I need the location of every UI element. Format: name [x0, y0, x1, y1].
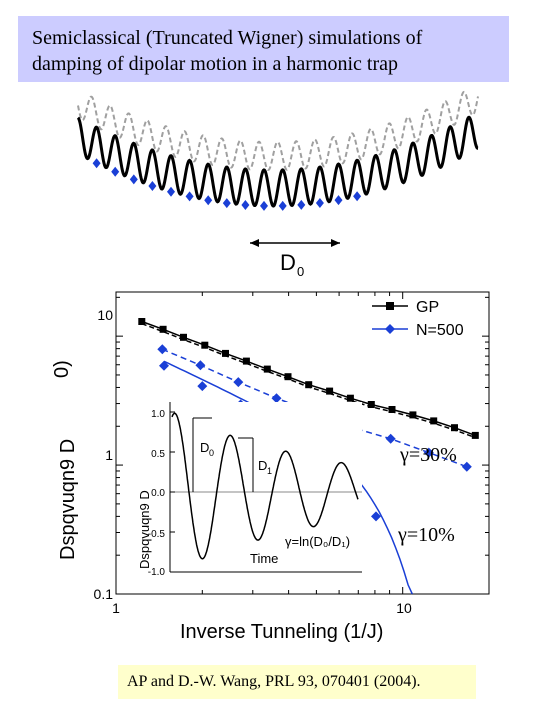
inset-x-label: Time	[250, 551, 278, 566]
minimum-marker	[241, 200, 250, 210]
series-gp-point	[430, 417, 438, 425]
x-axis-label: Inverse Tunneling (1/J)	[180, 621, 383, 643]
gp-oscillation-dashed	[77, 90, 479, 171]
title-line-2: damping of dipolar motion in a harmonic …	[32, 53, 399, 75]
series-gp-point	[222, 349, 229, 357]
series-low-point	[197, 381, 208, 392]
quantum-oscillation-solid	[76, 115, 479, 208]
inset-y-tick-1: 1.0	[151, 409, 165, 420]
x-tick-1: 1	[112, 600, 120, 616]
title-line-1: Semiclassical (Truncated Wigner) simulat…	[32, 27, 423, 49]
series-n500-point	[157, 344, 168, 355]
minimum-marker	[129, 174, 138, 185]
minimum-marker	[92, 158, 101, 169]
minimum-marker	[278, 200, 287, 211]
minimum-marker	[315, 198, 324, 208]
minimum-marker	[167, 186, 175, 197]
minimum-marker	[222, 198, 231, 209]
series-low-point	[371, 511, 381, 522]
inset-y-tick-neg-0-5: -0.5	[148, 529, 166, 540]
inset-formula: γ=ln(D₀/D₁)	[285, 534, 350, 549]
series-gp-point	[388, 406, 396, 413]
series-n500-point	[385, 433, 396, 444]
inset-y-tick-0: 0.0	[151, 488, 165, 499]
minimum-marker	[204, 195, 213, 206]
inset-y-label: Dspqvuqn9 D	[137, 490, 152, 569]
inset-background	[170, 402, 362, 572]
series-low-point	[159, 360, 169, 371]
minimum-marker	[334, 195, 343, 206]
y-axis-label: Dspqvuqn9 D	[57, 439, 79, 560]
gamma-10-annotation: γ=10%	[397, 524, 455, 546]
minimum-marker	[297, 199, 306, 210]
series-gp-point	[263, 365, 271, 373]
inset-y-tick-0-5: 0.5	[151, 449, 165, 460]
inset-d0-sub: 0	[209, 448, 214, 458]
legend-gp-marker	[386, 302, 394, 310]
inset-d1-sub: 1	[267, 466, 272, 476]
series-gp-point	[180, 333, 187, 341]
series-gp-point	[451, 424, 458, 432]
inset-chart: 1.0 0.5 0.0 -0.5 -1.0 D 0 D 1 γ=ln(D₀/D₁…	[137, 402, 362, 578]
inset-damped-curve	[171, 412, 359, 560]
series-n500-point	[423, 447, 434, 458]
series-gp-point	[159, 325, 167, 333]
series-gp-point	[305, 381, 313, 389]
legend-gp-label: GP	[416, 299, 439, 316]
series-gp-point	[471, 431, 479, 439]
main-chart: 10 1 0.1 1 10 Inverse Tunneling (1/J) Ds…	[51, 291, 490, 643]
d0-arrow	[250, 239, 340, 247]
minima-markers	[92, 158, 362, 211]
oscillation-schematic: D 0	[76, 90, 479, 279]
series-gp-point	[367, 401, 375, 408]
legend-n500-marker	[385, 324, 395, 334]
inset-d0-label: D	[200, 440, 209, 455]
citation-box: AP and D.-W. Wang, PRL 93, 070401 (2004)…	[118, 665, 476, 699]
d0-label: D	[280, 250, 296, 275]
minimum-marker	[111, 166, 120, 177]
y-tick-0-1: 0.1	[94, 586, 114, 602]
minimum-marker	[185, 191, 194, 202]
series-n500-point	[461, 461, 472, 472]
series-n500-point	[233, 377, 244, 388]
inset-y-tick-neg-1: -1.0	[148, 567, 166, 578]
minimum-marker	[353, 191, 362, 202]
d0-subscript: 0	[297, 264, 304, 279]
series-n500-point	[271, 393, 282, 404]
axis-ticks	[115, 292, 490, 595]
plot-frame	[115, 291, 490, 595]
minimum-marker	[260, 200, 268, 211]
gamma-30-annotation: γ=30%	[399, 444, 457, 466]
title-box: Semiclassical (Truncated Wigner) simulat…	[18, 16, 509, 82]
minimum-marker	[148, 181, 157, 191]
x-tick-10: 10	[396, 600, 412, 616]
series-gp-point	[138, 318, 146, 325]
series-n500-point	[195, 360, 206, 371]
series-gp-point	[242, 357, 250, 365]
series-gp-point	[409, 411, 417, 419]
series-gp-point	[326, 387, 334, 395]
legend-n500-label: N=500	[416, 322, 464, 339]
series-gp-point	[346, 394, 354, 402]
y-tick-10: 10	[97, 307, 113, 323]
y-axis-top-label: 0)	[51, 360, 73, 378]
inset-ticks	[170, 411, 175, 573]
inset-d1-label: D	[258, 458, 267, 473]
series-gp-point	[284, 373, 292, 381]
series-gp-point	[201, 341, 209, 349]
legend: GP N=500	[372, 299, 464, 339]
y-tick-1: 1	[105, 447, 113, 463]
